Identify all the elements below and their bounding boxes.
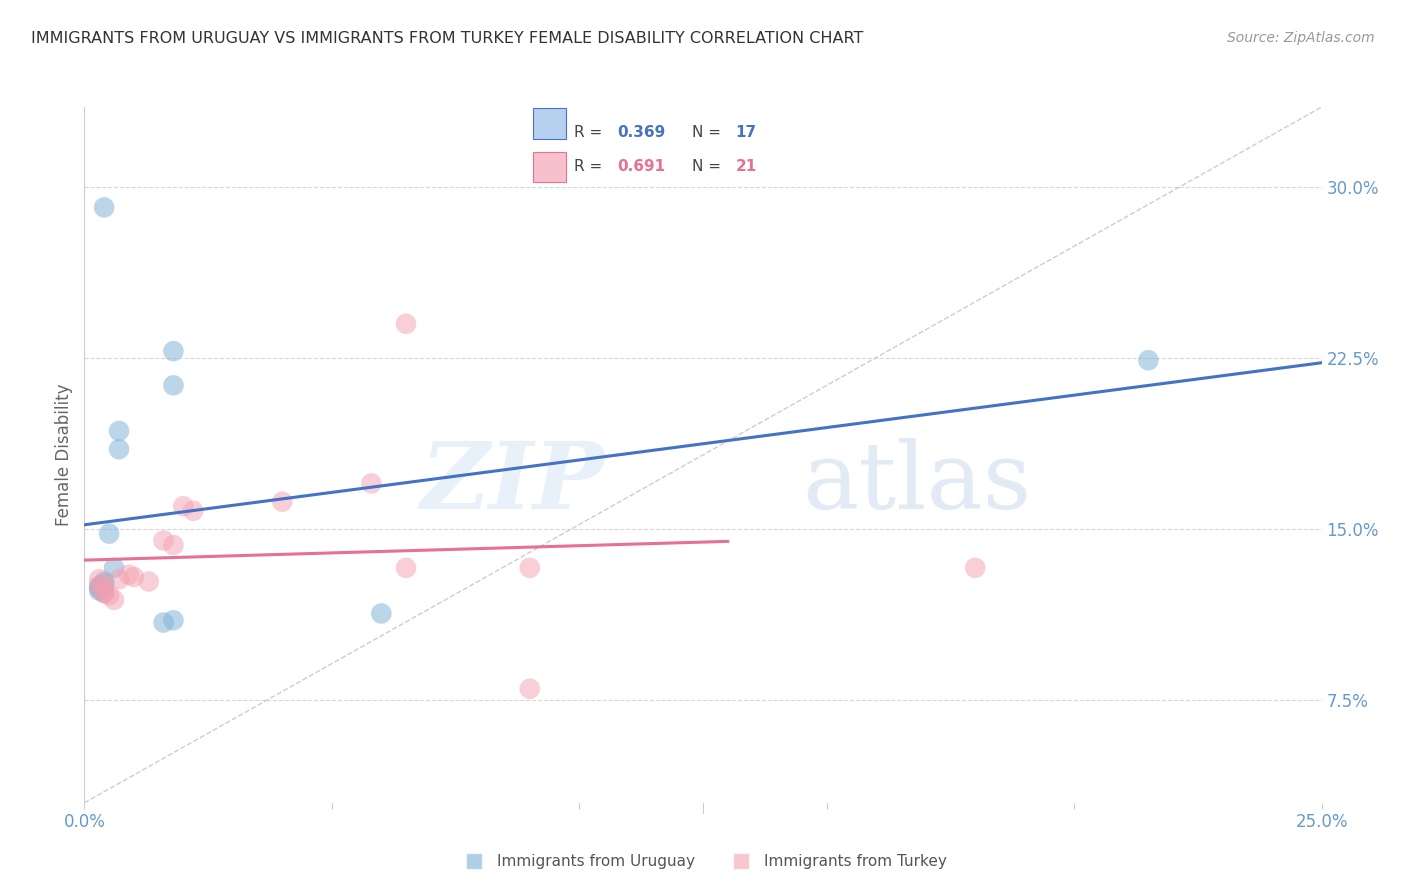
Point (93, 574, 115, 589)
Point (162, 378, 184, 392)
Bar (533, 109, 565, 139)
Point (370, 607, 392, 621)
Text: N =: N = (692, 125, 725, 140)
Point (108, 572, 131, 586)
Bar (533, 152, 565, 183)
Point (118, 567, 141, 582)
Text: R =: R = (574, 159, 607, 174)
Text: IMMIGRANTS FROM URUGUAY VS IMMIGRANTS FROM TURKEY FEMALE DISABILITY CORRELATION : IMMIGRANTS FROM URUGUAY VS IMMIGRANTS FR… (31, 31, 863, 46)
Point (519, 561, 541, 575)
Point (89, 579, 111, 593)
Point (93, 201, 115, 215)
Text: Source: ZipAtlas.com: Source: ZipAtlas.com (1227, 31, 1375, 45)
Point (162, 613, 184, 627)
Point (103, 561, 125, 575)
Point (519, 681, 541, 696)
Text: R =: R = (574, 125, 607, 140)
Point (162, 344, 184, 359)
Point (162, 538, 184, 552)
Point (152, 615, 174, 630)
Text: ZIP: ZIP (420, 438, 605, 528)
Point (89, 579, 111, 593)
Point (103, 592, 125, 607)
Point (108, 424, 131, 438)
Text: atlas: atlas (801, 438, 1031, 528)
Text: N =: N = (692, 159, 725, 174)
Point (93, 586, 115, 600)
Point (89, 582, 111, 596)
Point (98, 526, 121, 541)
Point (181, 504, 204, 518)
Point (122, 570, 145, 584)
Point (93, 576, 115, 591)
Text: 0.369: 0.369 (617, 125, 666, 140)
Point (395, 317, 418, 331)
Legend: Immigrants from Uruguay, Immigrants from Turkey: Immigrants from Uruguay, Immigrants from… (453, 848, 953, 875)
Point (138, 574, 160, 589)
Point (89, 572, 111, 586)
Point (965, 561, 987, 575)
Point (271, 494, 294, 508)
Text: 21: 21 (735, 159, 756, 174)
Point (108, 442, 131, 457)
Y-axis label: Female Disability: Female Disability (55, 384, 73, 526)
Text: 17: 17 (735, 125, 756, 140)
Point (98, 588, 121, 602)
Point (89, 583, 111, 598)
Point (172, 500, 194, 514)
Point (1137, 353, 1160, 368)
Point (93, 582, 115, 596)
Point (93, 586, 115, 600)
Point (395, 561, 418, 575)
Point (152, 533, 174, 548)
Point (360, 476, 382, 491)
Text: 0.691: 0.691 (617, 159, 666, 174)
